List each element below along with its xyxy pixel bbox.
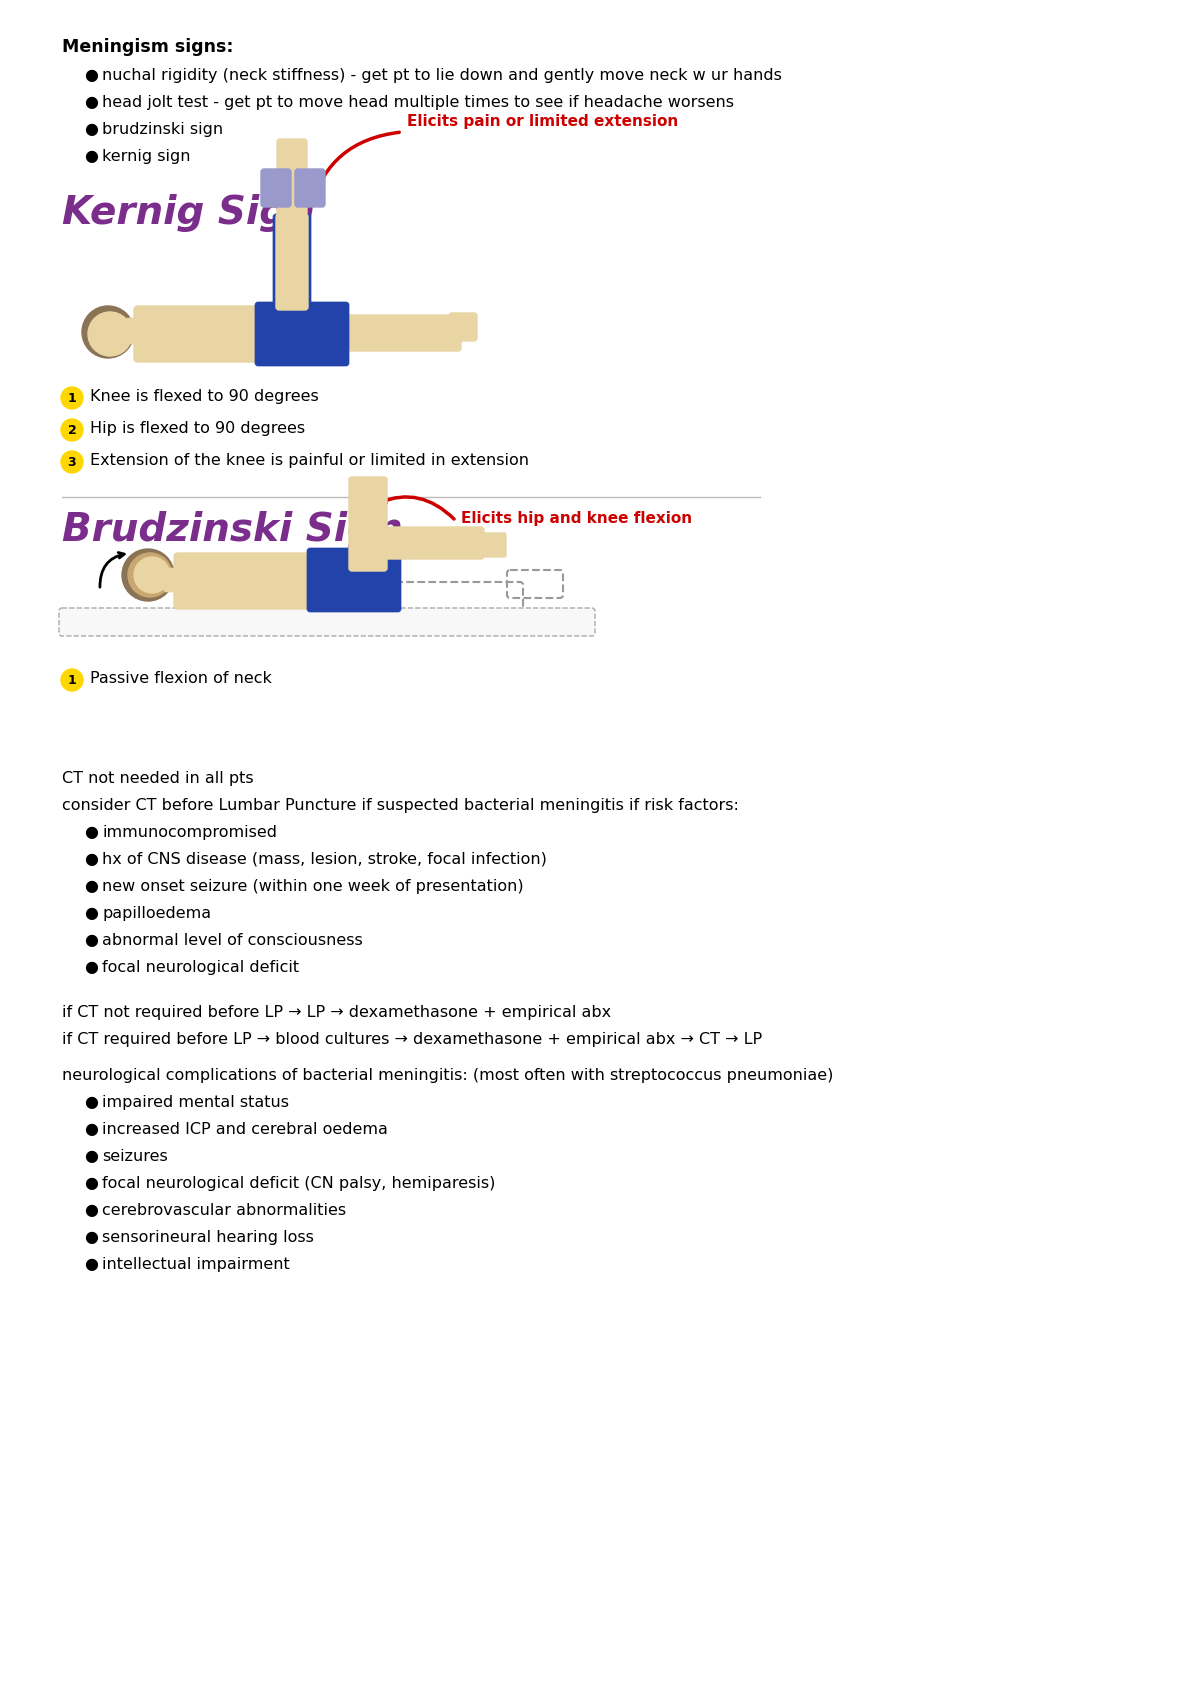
Text: 1: 1 xyxy=(67,673,77,686)
Text: ●: ● xyxy=(84,853,98,868)
Text: Knee is flexed to 90 degrees: Knee is flexed to 90 degrees xyxy=(90,388,319,403)
Circle shape xyxy=(82,307,134,358)
Text: Elicits pain or limited extension: Elicits pain or limited extension xyxy=(407,114,678,129)
Text: ●: ● xyxy=(84,907,98,920)
Text: ●: ● xyxy=(84,122,98,137)
FancyBboxPatch shape xyxy=(274,214,311,319)
Circle shape xyxy=(61,451,83,473)
Text: CT not needed in all pts: CT not needed in all pts xyxy=(62,771,253,786)
Text: ●: ● xyxy=(84,1122,98,1137)
FancyBboxPatch shape xyxy=(59,609,595,636)
Text: Passive flexion of neck: Passive flexion of neck xyxy=(90,671,272,686)
Text: if CT required before LP → blood cultures → dexamethasone + empirical abx → CT →: if CT required before LP → blood culture… xyxy=(62,1032,762,1048)
Circle shape xyxy=(134,558,170,593)
Text: impaired mental status: impaired mental status xyxy=(102,1095,289,1110)
Text: focal neurological deficit: focal neurological deficit xyxy=(102,959,299,975)
Text: ●: ● xyxy=(84,1149,98,1164)
Text: papilloedema: papilloedema xyxy=(102,907,211,920)
Text: 2: 2 xyxy=(67,424,77,437)
Text: if CT not required before LP → LP → dexamethasone + empirical abx: if CT not required before LP → LP → dexa… xyxy=(62,1005,611,1020)
Text: ●: ● xyxy=(84,68,98,83)
Text: ●: ● xyxy=(84,825,98,841)
Text: focal neurological deficit (CN palsy, hemiparesis): focal neurological deficit (CN palsy, he… xyxy=(102,1176,496,1192)
FancyBboxPatch shape xyxy=(349,476,386,571)
Text: new onset seizure (within one week of presentation): new onset seizure (within one week of pr… xyxy=(102,880,523,893)
Text: increased ICP and cerebral oedema: increased ICP and cerebral oedema xyxy=(102,1122,388,1137)
Circle shape xyxy=(88,312,132,356)
Text: Brudzinski Sign: Brudzinski Sign xyxy=(62,510,403,549)
Circle shape xyxy=(61,670,83,692)
Text: ●: ● xyxy=(84,1203,98,1219)
Text: ●: ● xyxy=(84,1231,98,1246)
Text: 3: 3 xyxy=(67,456,77,468)
Text: nuchal rigidity (neck stiffness) - get pt to lie down and gently move neck w ur : nuchal rigidity (neck stiffness) - get p… xyxy=(102,68,782,83)
Text: head jolt test - get pt to move head multiple times to see if headache worsens: head jolt test - get pt to move head mul… xyxy=(102,95,734,110)
FancyBboxPatch shape xyxy=(449,314,478,341)
FancyBboxPatch shape xyxy=(276,214,308,310)
Text: ●: ● xyxy=(84,149,98,164)
Text: ●: ● xyxy=(84,1258,98,1271)
Text: ●: ● xyxy=(84,959,98,975)
FancyBboxPatch shape xyxy=(295,170,325,207)
FancyBboxPatch shape xyxy=(277,139,307,231)
Text: cerebrovascular abnormalities: cerebrovascular abnormalities xyxy=(102,1203,346,1219)
Circle shape xyxy=(61,386,83,408)
Text: ●: ● xyxy=(84,1176,98,1192)
Text: brudzinski sign: brudzinski sign xyxy=(102,122,223,137)
Text: Extension of the knee is painful or limited in extension: Extension of the knee is painful or limi… xyxy=(90,453,529,468)
Text: kernig sign: kernig sign xyxy=(102,149,191,164)
Text: ●: ● xyxy=(84,1095,98,1110)
Text: Meningism signs:: Meningism signs: xyxy=(62,37,234,56)
Text: consider CT before Lumbar Puncture if suspected bacterial meningitis if risk fac: consider CT before Lumbar Puncture if su… xyxy=(62,798,739,814)
Text: Kernig Sign: Kernig Sign xyxy=(62,193,314,232)
Text: ●: ● xyxy=(84,95,98,110)
Text: Hip is flexed to 90 degrees: Hip is flexed to 90 degrees xyxy=(90,420,305,436)
FancyBboxPatch shape xyxy=(256,302,349,366)
Text: Elicits hip and knee flexion: Elicits hip and knee flexion xyxy=(461,510,692,525)
Text: hx of CNS disease (mass, lesion, stroke, focal infection): hx of CNS disease (mass, lesion, stroke,… xyxy=(102,853,547,868)
Circle shape xyxy=(128,553,172,597)
Text: sensorineural hearing loss: sensorineural hearing loss xyxy=(102,1231,314,1246)
Text: ●: ● xyxy=(84,932,98,948)
Circle shape xyxy=(61,419,83,441)
Text: intellectual impairment: intellectual impairment xyxy=(102,1258,289,1271)
FancyBboxPatch shape xyxy=(134,307,307,363)
Text: immunocompromised: immunocompromised xyxy=(102,825,277,841)
Text: 1: 1 xyxy=(67,392,77,405)
Text: neurological complications of bacterial meningitis: (most often with streptococc: neurological complications of bacterial … xyxy=(62,1068,833,1083)
FancyBboxPatch shape xyxy=(373,527,484,559)
Text: abnormal level of consciousness: abnormal level of consciousness xyxy=(102,932,362,948)
FancyBboxPatch shape xyxy=(472,532,506,558)
Text: seizures: seizures xyxy=(102,1149,168,1164)
FancyBboxPatch shape xyxy=(325,315,461,351)
FancyBboxPatch shape xyxy=(174,553,358,609)
FancyBboxPatch shape xyxy=(262,170,292,207)
Text: ●: ● xyxy=(84,880,98,893)
Circle shape xyxy=(122,549,174,602)
FancyBboxPatch shape xyxy=(307,547,401,612)
FancyBboxPatch shape xyxy=(164,568,184,592)
FancyBboxPatch shape xyxy=(126,319,144,344)
